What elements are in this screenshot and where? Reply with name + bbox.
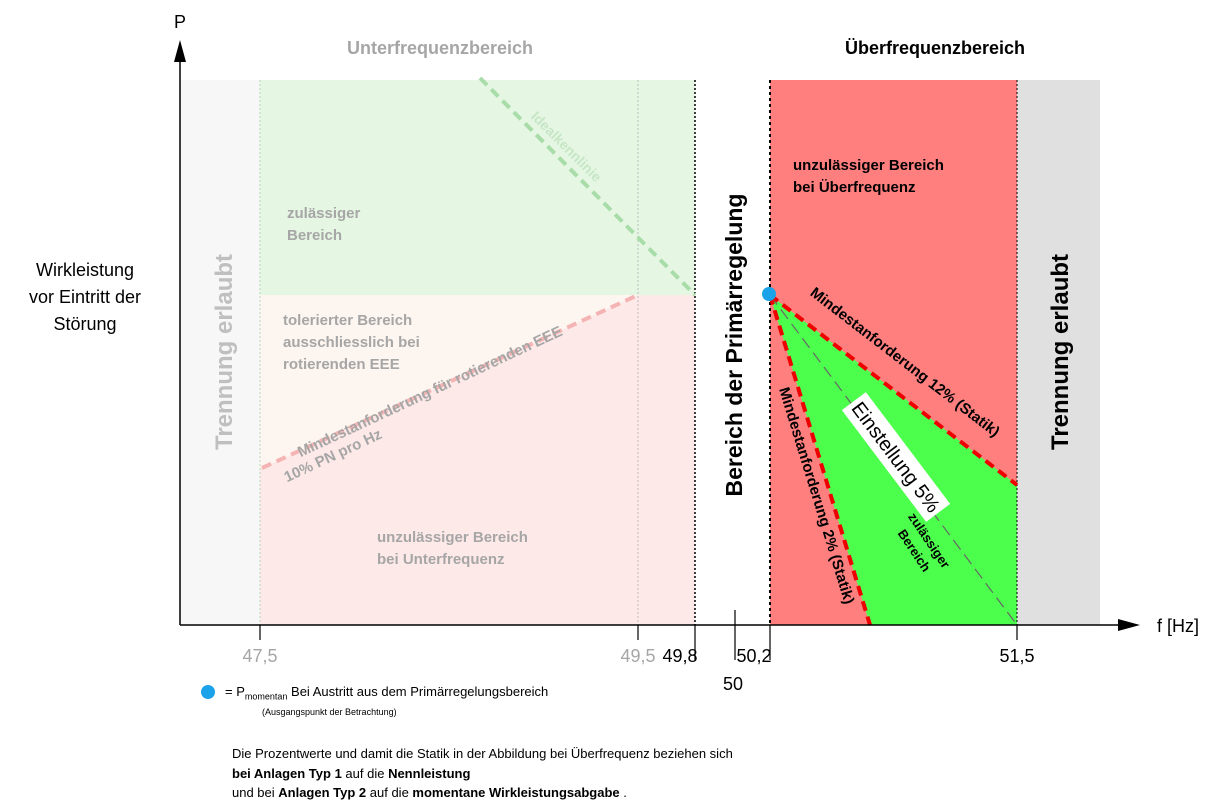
tick-label: 47,5 (242, 646, 277, 666)
tick-label: 50 (723, 674, 743, 694)
tick-label: 51,5 (999, 646, 1034, 666)
note-text: auf die (341, 766, 389, 781)
region-line: tolerierter Bereich (283, 312, 412, 329)
region-bg (260, 80, 695, 295)
note-text: bei Anlagen Typ 1 (232, 766, 342, 781)
legend-subscript: momentan (244, 691, 288, 702)
legend-note: (Ausgangspunkt der Betrachtung) (262, 707, 397, 717)
tick-label: 49,8 (662, 646, 697, 666)
region-line: unzulässiger Bereich (793, 157, 944, 174)
region-label: Trennung erlaubt (1047, 254, 1074, 450)
note-text: Die Prozentwerte und damit die Statik in… (232, 746, 733, 761)
region-label: Trennung erlaubt (211, 254, 238, 450)
note-line: bei Anlagen Typ 1 auf die Nennleistung (232, 766, 470, 781)
region-bg (180, 80, 260, 625)
note-text: Anlagen Typ 2 (278, 785, 367, 800)
tick-label: 50,2 (736, 646, 771, 666)
region-text: zulässiger Bereich tolerierter Bereich a… (283, 205, 528, 568)
region-line: rotierenden EEE (283, 356, 400, 373)
tick-label: 49,5 (620, 646, 655, 666)
region-line: unzulässiger Bereich (377, 529, 528, 546)
y-label-line: vor Eintritt der (29, 287, 141, 307)
y-label: Wirkleistung vor Eintritt der Störung (29, 260, 141, 334)
legend-prefix: = P (225, 684, 245, 699)
region-label: Bereich der Primärregelung (721, 194, 747, 497)
y-symbol: P (174, 12, 186, 32)
region-line: ausschliesslich bei (283, 334, 420, 351)
tick-labels: 47,5 49,5 49,8 50 50,2 51,5 (242, 646, 1034, 694)
ticks (259, 610, 1018, 660)
min12-line (768, 293, 1019, 487)
start-point (762, 287, 776, 301)
note-line: Die Prozentwerte und damit die Statik in… (232, 746, 733, 761)
min2-line (768, 294, 872, 626)
arrow (1118, 619, 1140, 631)
y-label-line: Wirkleistung (36, 260, 134, 280)
region-line: Bereich (287, 227, 342, 244)
note-text: momentane Wirkleistungsabgabe (412, 785, 620, 800)
note-text: Nennleistung (388, 766, 471, 781)
label-box (841, 392, 951, 522)
arrow (174, 40, 186, 62)
note-text: . (619, 785, 627, 800)
note-text: und bei (232, 785, 279, 800)
x-label: f [Hz] (1157, 616, 1199, 636)
note-text: auf die (366, 785, 413, 800)
title: Unterfrequenzbereich (347, 38, 533, 58)
region-line: bei Unterfrequenz (377, 551, 505, 568)
legend-text: = Pmomentan Bei Austritt aus dem Primärr… (225, 684, 548, 702)
legend-main: Bei Austritt aus dem Primärregelungsbere… (287, 684, 549, 699)
y-label-line: Störung (53, 314, 116, 334)
region-line: zulässiger (287, 205, 361, 222)
note-line: und bei Anlagen Typ 2 auf die momentane … (232, 785, 627, 800)
rotating-line (261, 293, 639, 470)
region-bg (1017, 80, 1100, 625)
title: Überfrequenzbereich (845, 38, 1025, 58)
ideal-line (478, 76, 697, 297)
region-line: bei Überfrequenz (793, 179, 916, 196)
legend-symbol (201, 685, 215, 699)
